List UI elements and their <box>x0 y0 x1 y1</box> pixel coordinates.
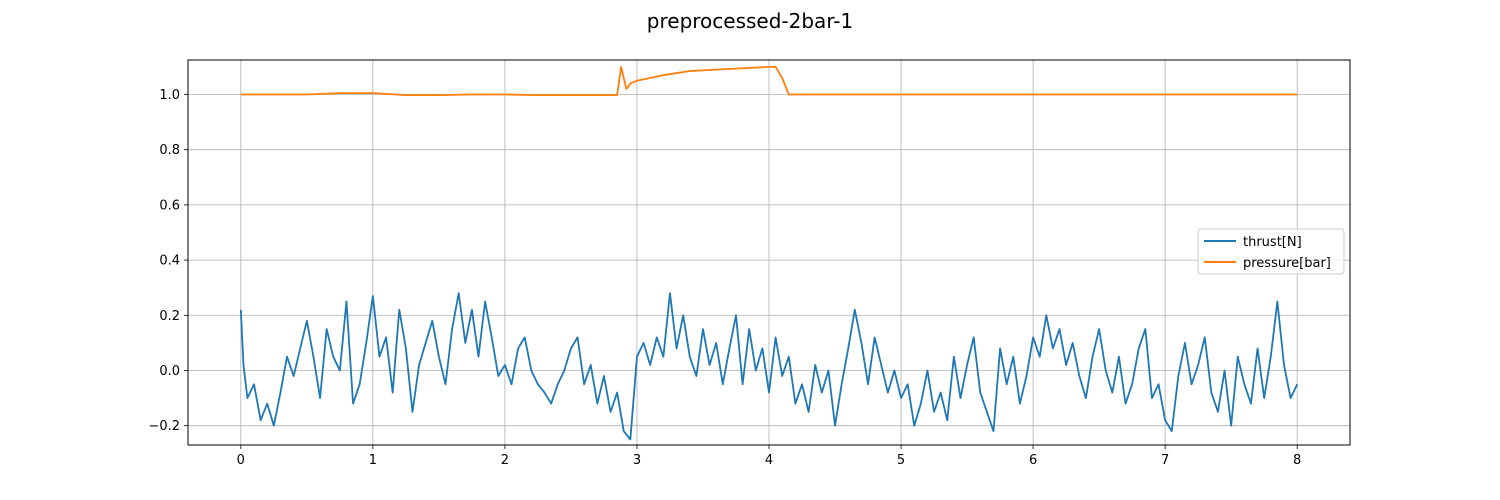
x-tick-label: 5 <box>897 453 905 468</box>
x-tick-label: 3 <box>633 453 641 468</box>
series-line-pressure <box>240 66 1298 96</box>
y-tick-label: 0.0 <box>159 364 180 379</box>
y-tick-label: 1.0 <box>159 88 180 103</box>
x-tick-label: 0 <box>237 453 245 468</box>
y-tick-label: 0.6 <box>159 198 180 213</box>
chart-title: preprocessed-2bar-1 <box>647 9 853 33</box>
legend: thrust[N] pressure[bar] <box>1197 228 1345 275</box>
y-tick-label: −0.2 <box>148 419 180 434</box>
y-tick-label: 0.4 <box>159 254 180 269</box>
x-tick-label: 8 <box>1293 453 1301 468</box>
x-tick-label: 6 <box>1029 453 1037 468</box>
x-tick-label: 2 <box>501 453 509 468</box>
y-tick-label: 0.2 <box>159 309 180 324</box>
series-line-thrust <box>239 292 1298 441</box>
x-tick-label: 7 <box>1161 453 1169 468</box>
legend-label-pressure: pressure[bar] <box>1243 256 1331 271</box>
x-tick-label: 1 <box>369 453 377 468</box>
legend-label-thrust: thrust[N] <box>1243 235 1302 250</box>
plot-frame <box>187 59 1351 446</box>
axis-ticks: 0 1 2 3 4 5 6 7 8 −0.2 0.0 0.2 0.4 0.6 0.8 1.0 <box>148 88 1301 468</box>
x-tick-label: 4 <box>765 453 773 468</box>
series-lines <box>239 66 1298 441</box>
y-tick-label: 0.8 <box>159 143 180 158</box>
